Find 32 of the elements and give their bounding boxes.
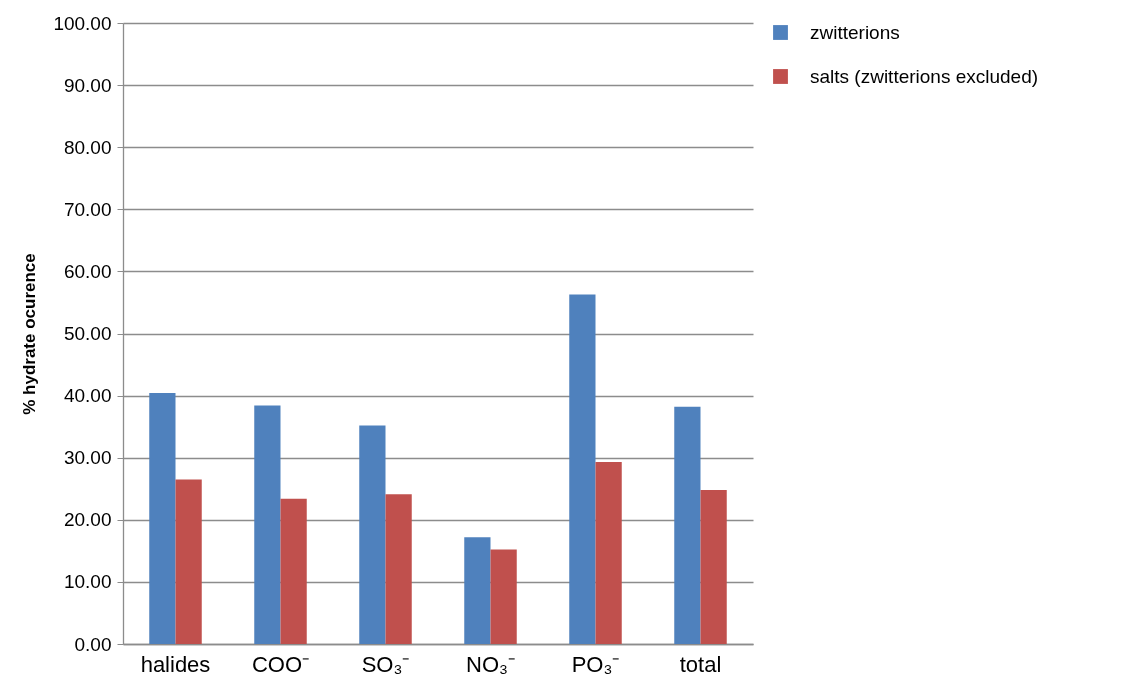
bar	[175, 479, 202, 644]
y-tick-label: 40.00	[63, 385, 112, 407]
x-tick-label: NO₃⁻	[466, 651, 515, 677]
y-tick-label: 0.00	[74, 633, 112, 655]
x-tick-label: halides	[140, 651, 211, 677]
y-tick-label: 70.00	[63, 198, 112, 220]
y-tick-label: 20.00	[63, 509, 112, 531]
legend-label: zwitterions	[810, 21, 900, 43]
x-tick-label: SO₃⁻	[361, 651, 410, 677]
y-tick-label: 60.00	[63, 260, 112, 282]
bar	[674, 406, 701, 644]
y-tick-label: 30.00	[63, 447, 112, 469]
y-tick-label: 80.00	[63, 136, 112, 158]
bar	[385, 494, 412, 644]
bar	[254, 405, 281, 644]
y-tick-label: 90.00	[63, 74, 112, 96]
bar	[149, 393, 176, 644]
bar	[490, 549, 517, 644]
bar	[464, 537, 491, 644]
y-tick-label: 100.00	[53, 12, 112, 34]
y-tick-label: 50.00	[63, 323, 112, 344]
bar	[359, 425, 386, 644]
bar	[700, 489, 727, 644]
x-tick-label: PO₃⁻	[571, 651, 620, 677]
x-tick-label: total	[679, 651, 722, 677]
y-axis-title: % hydrate ocurence	[20, 253, 40, 415]
bar	[595, 462, 622, 644]
legend-label: salts (zwitterions excluded)	[810, 65, 1039, 87]
bar	[280, 498, 307, 644]
x-tick-label: COO⁻	[251, 651, 310, 677]
y-tick-label: 10.00	[63, 571, 112, 593]
bar	[569, 294, 596, 644]
